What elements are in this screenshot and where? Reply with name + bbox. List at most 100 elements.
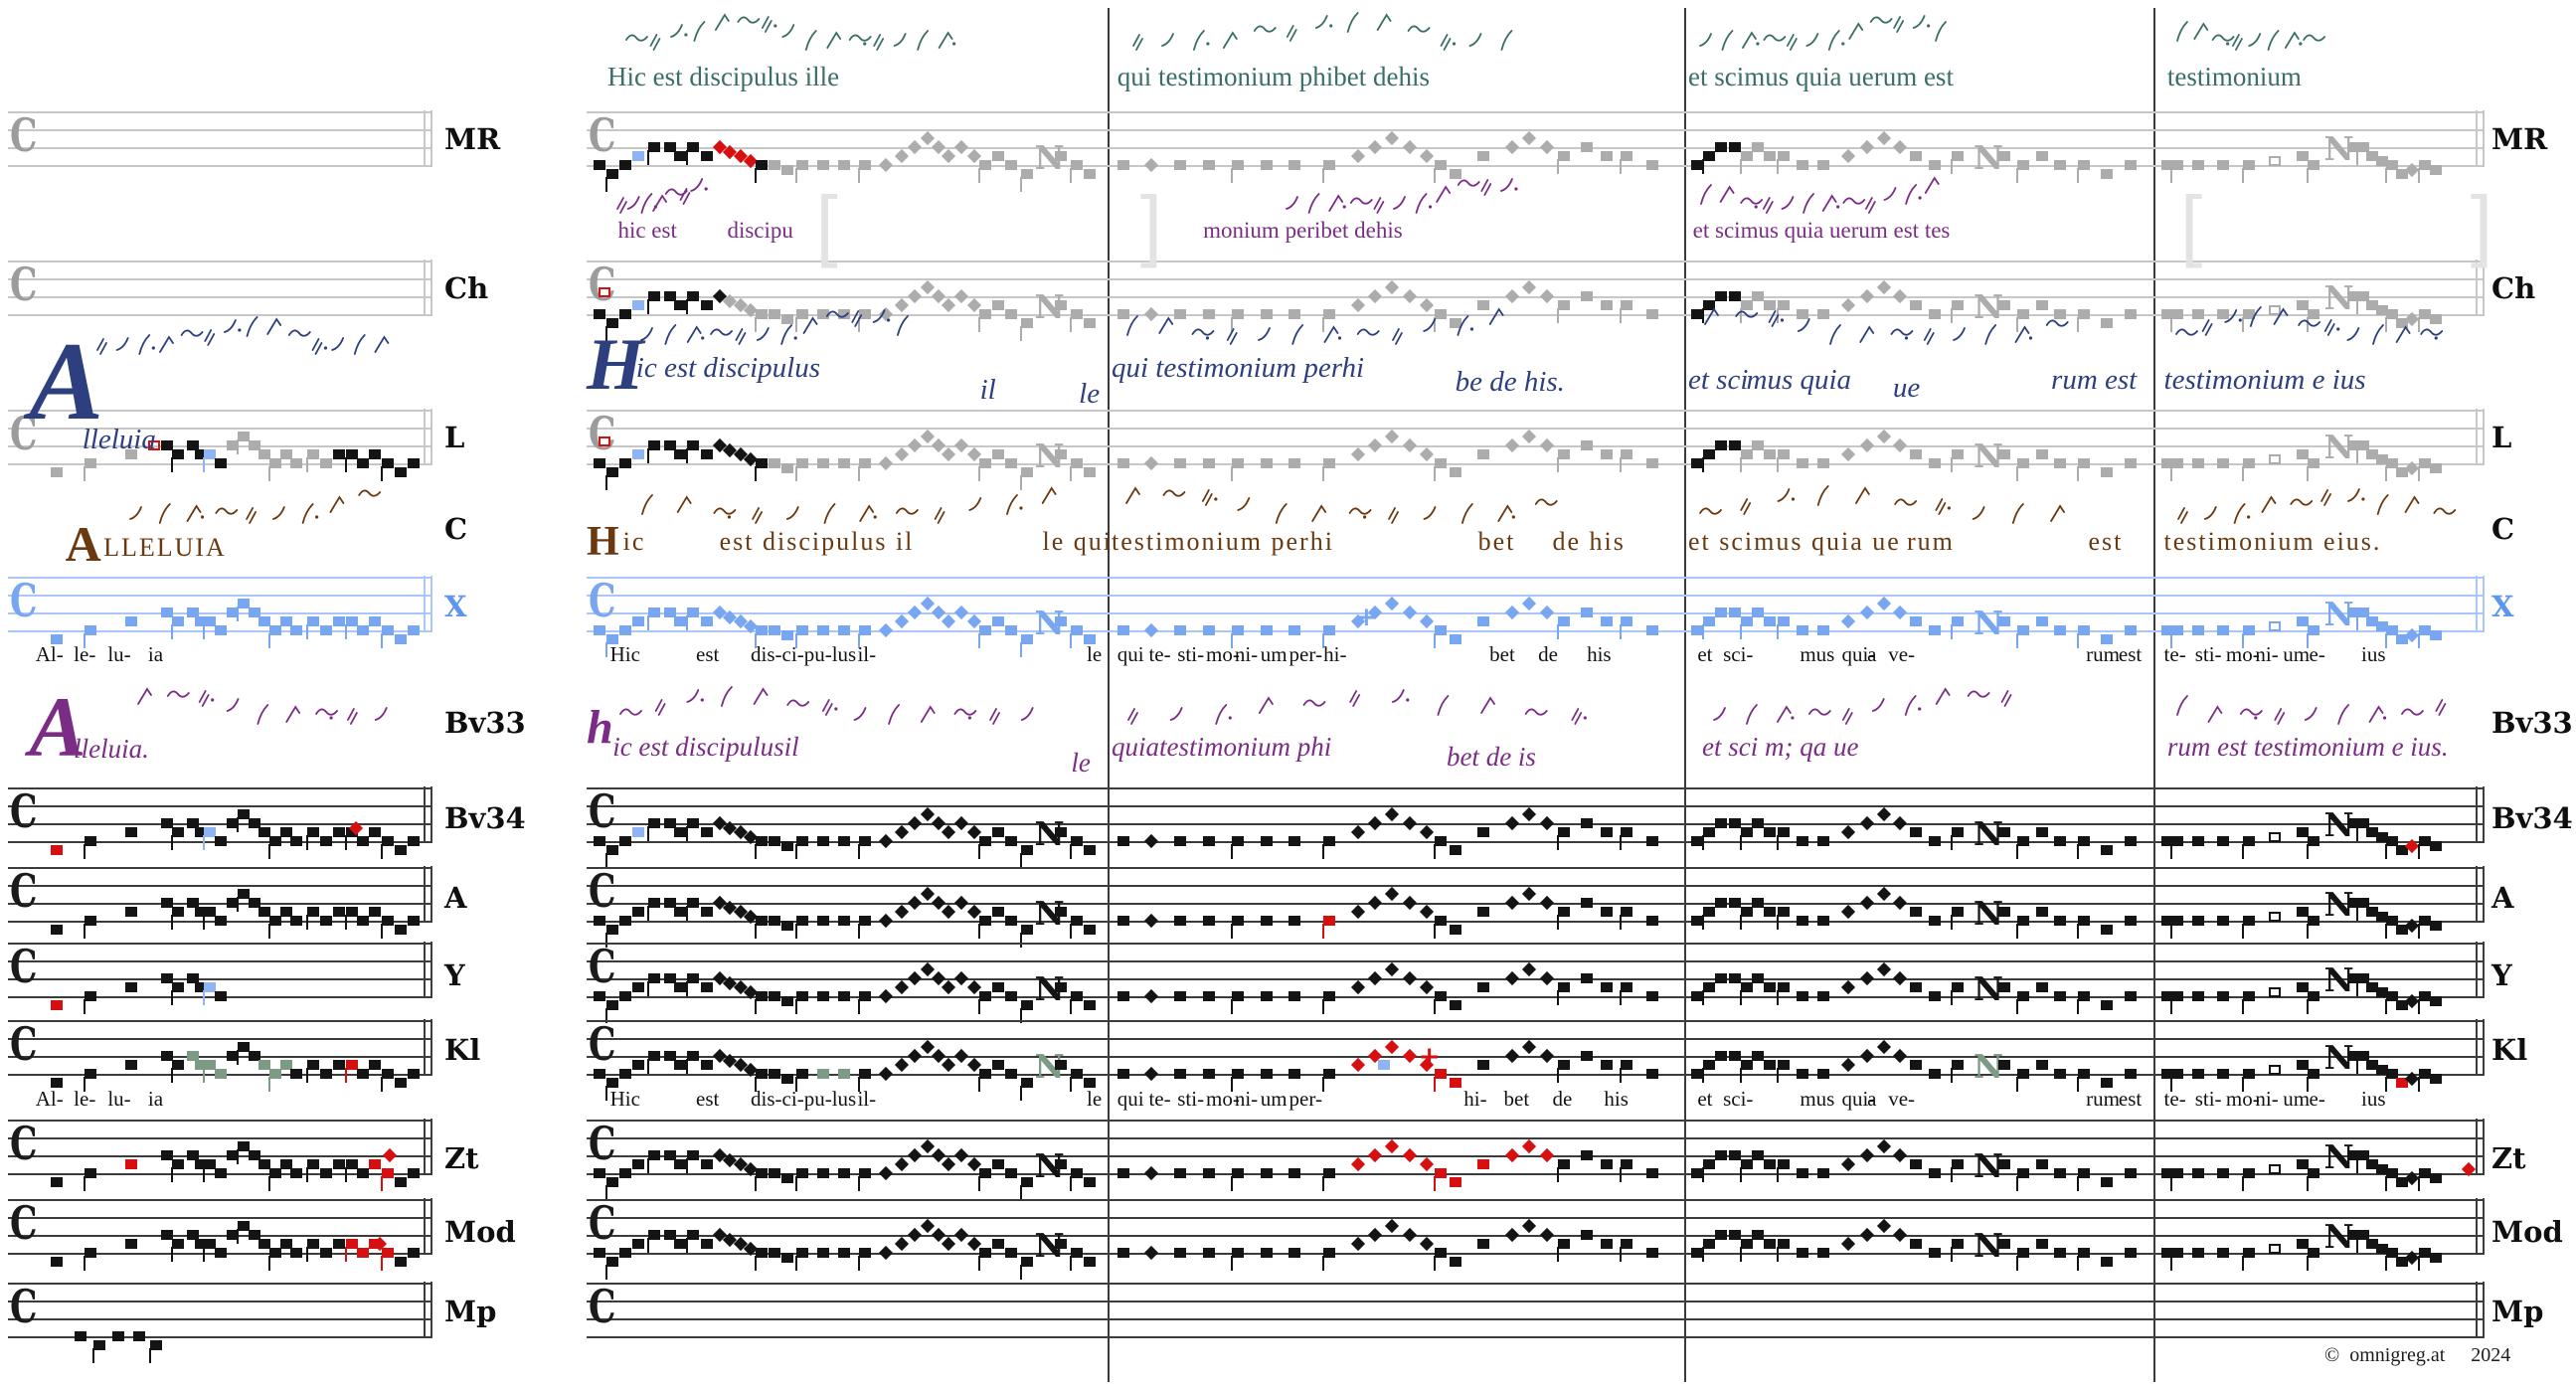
note [991, 449, 1004, 459]
note [2418, 836, 2431, 846]
note [1691, 991, 1704, 1001]
note [1728, 142, 1741, 152]
note [1796, 309, 1808, 319]
lyric-syllable: hi- [1463, 1087, 1487, 1111]
note-diamond [1367, 895, 1383, 911]
lyric-syllable: ni- [2255, 1087, 2279, 1111]
note-stem [2307, 317, 2310, 332]
note [1740, 827, 1753, 837]
note [214, 1069, 227, 1079]
note [2376, 986, 2389, 997]
double-barline [2476, 409, 2478, 465]
note-diamond [942, 297, 956, 313]
script-text-L: A [29, 320, 104, 443]
note [320, 1168, 333, 1178]
note [619, 1168, 632, 1178]
lyric-syllable: um [2283, 1087, 2311, 1111]
note [2418, 991, 2431, 1001]
neume-strokes [2173, 12, 2326, 69]
note [2430, 995, 2443, 1006]
note-stem [605, 177, 608, 192]
double-barline [424, 786, 426, 843]
c-clef: C [10, 258, 38, 311]
note [1558, 449, 1571, 459]
note-diamond [879, 157, 894, 173]
lyric-syllable: qui [1116, 1087, 1144, 1111]
note [203, 1239, 216, 1249]
note-diamond [1522, 806, 1537, 822]
note [619, 160, 632, 170]
note [1070, 916, 1083, 926]
script-text-C: lleluia [103, 533, 227, 562]
double-barline [430, 866, 432, 923]
note-outline [2269, 986, 2282, 997]
note [2124, 1069, 2137, 1079]
note-stem [2241, 168, 2244, 183]
staff-line [587, 577, 2484, 579]
lacuna-bracket: ] [2470, 180, 2493, 268]
note [1998, 300, 2011, 310]
note-stem [1019, 642, 1022, 657]
note [674, 1239, 687, 1249]
note-stem [2015, 633, 2018, 648]
note [2035, 300, 2048, 310]
note [1231, 1168, 1244, 1178]
note [2430, 1252, 2443, 1263]
note-stem [977, 924, 980, 939]
staff-line [8, 1336, 432, 1338]
note [1752, 440, 1765, 450]
note-stem [1557, 308, 1560, 323]
note [687, 291, 700, 301]
note [838, 160, 851, 170]
note [1083, 845, 1096, 855]
note [2296, 1060, 2309, 1070]
note [817, 160, 830, 170]
note-stem [2076, 1176, 2079, 1191]
note-stem [2307, 924, 2310, 939]
note-stem [149, 1348, 152, 1363]
note [133, 1331, 146, 1341]
note-diamond [954, 437, 969, 453]
note [768, 458, 780, 468]
note-stem [1739, 1247, 1742, 1262]
note [195, 827, 208, 837]
note [619, 625, 632, 635]
note-stem [1230, 466, 1233, 481]
note-stem [2355, 1238, 2358, 1253]
note [1691, 160, 1704, 170]
note-diamond [1350, 1156, 1365, 1172]
note-stem [1321, 168, 1324, 183]
note [606, 169, 619, 179]
note-stem [1434, 466, 1437, 481]
note [2308, 1168, 2320, 1178]
note [755, 991, 768, 1001]
note [1435, 916, 1448, 926]
note [1322, 836, 1335, 846]
lyric-syllable: sci- [1723, 642, 1754, 666]
note [186, 1150, 199, 1160]
note-stem [306, 1068, 309, 1083]
note-stem [2355, 299, 2358, 314]
note [796, 1168, 809, 1178]
note [1796, 458, 1808, 468]
note [248, 818, 260, 828]
copyright-symbol: © [2324, 1344, 2340, 1366]
note [161, 818, 174, 828]
note [755, 458, 768, 468]
staff-line [587, 612, 2484, 614]
note-diamond [1876, 886, 1891, 902]
note [838, 1248, 851, 1258]
staff-line [8, 1301, 432, 1302]
note-stem [754, 466, 757, 481]
note-diamond [1860, 1147, 1875, 1163]
note-stem [1620, 308, 1623, 323]
note-outline [2269, 453, 2282, 464]
note [320, 916, 333, 926]
note [1752, 1150, 1765, 1160]
note-diamond [879, 455, 894, 471]
note-diamond [1892, 139, 1908, 155]
script-text-L: et sci [1688, 364, 1749, 396]
note [594, 160, 606, 170]
note-stem [2417, 1077, 2420, 1092]
note [1703, 1239, 1716, 1249]
